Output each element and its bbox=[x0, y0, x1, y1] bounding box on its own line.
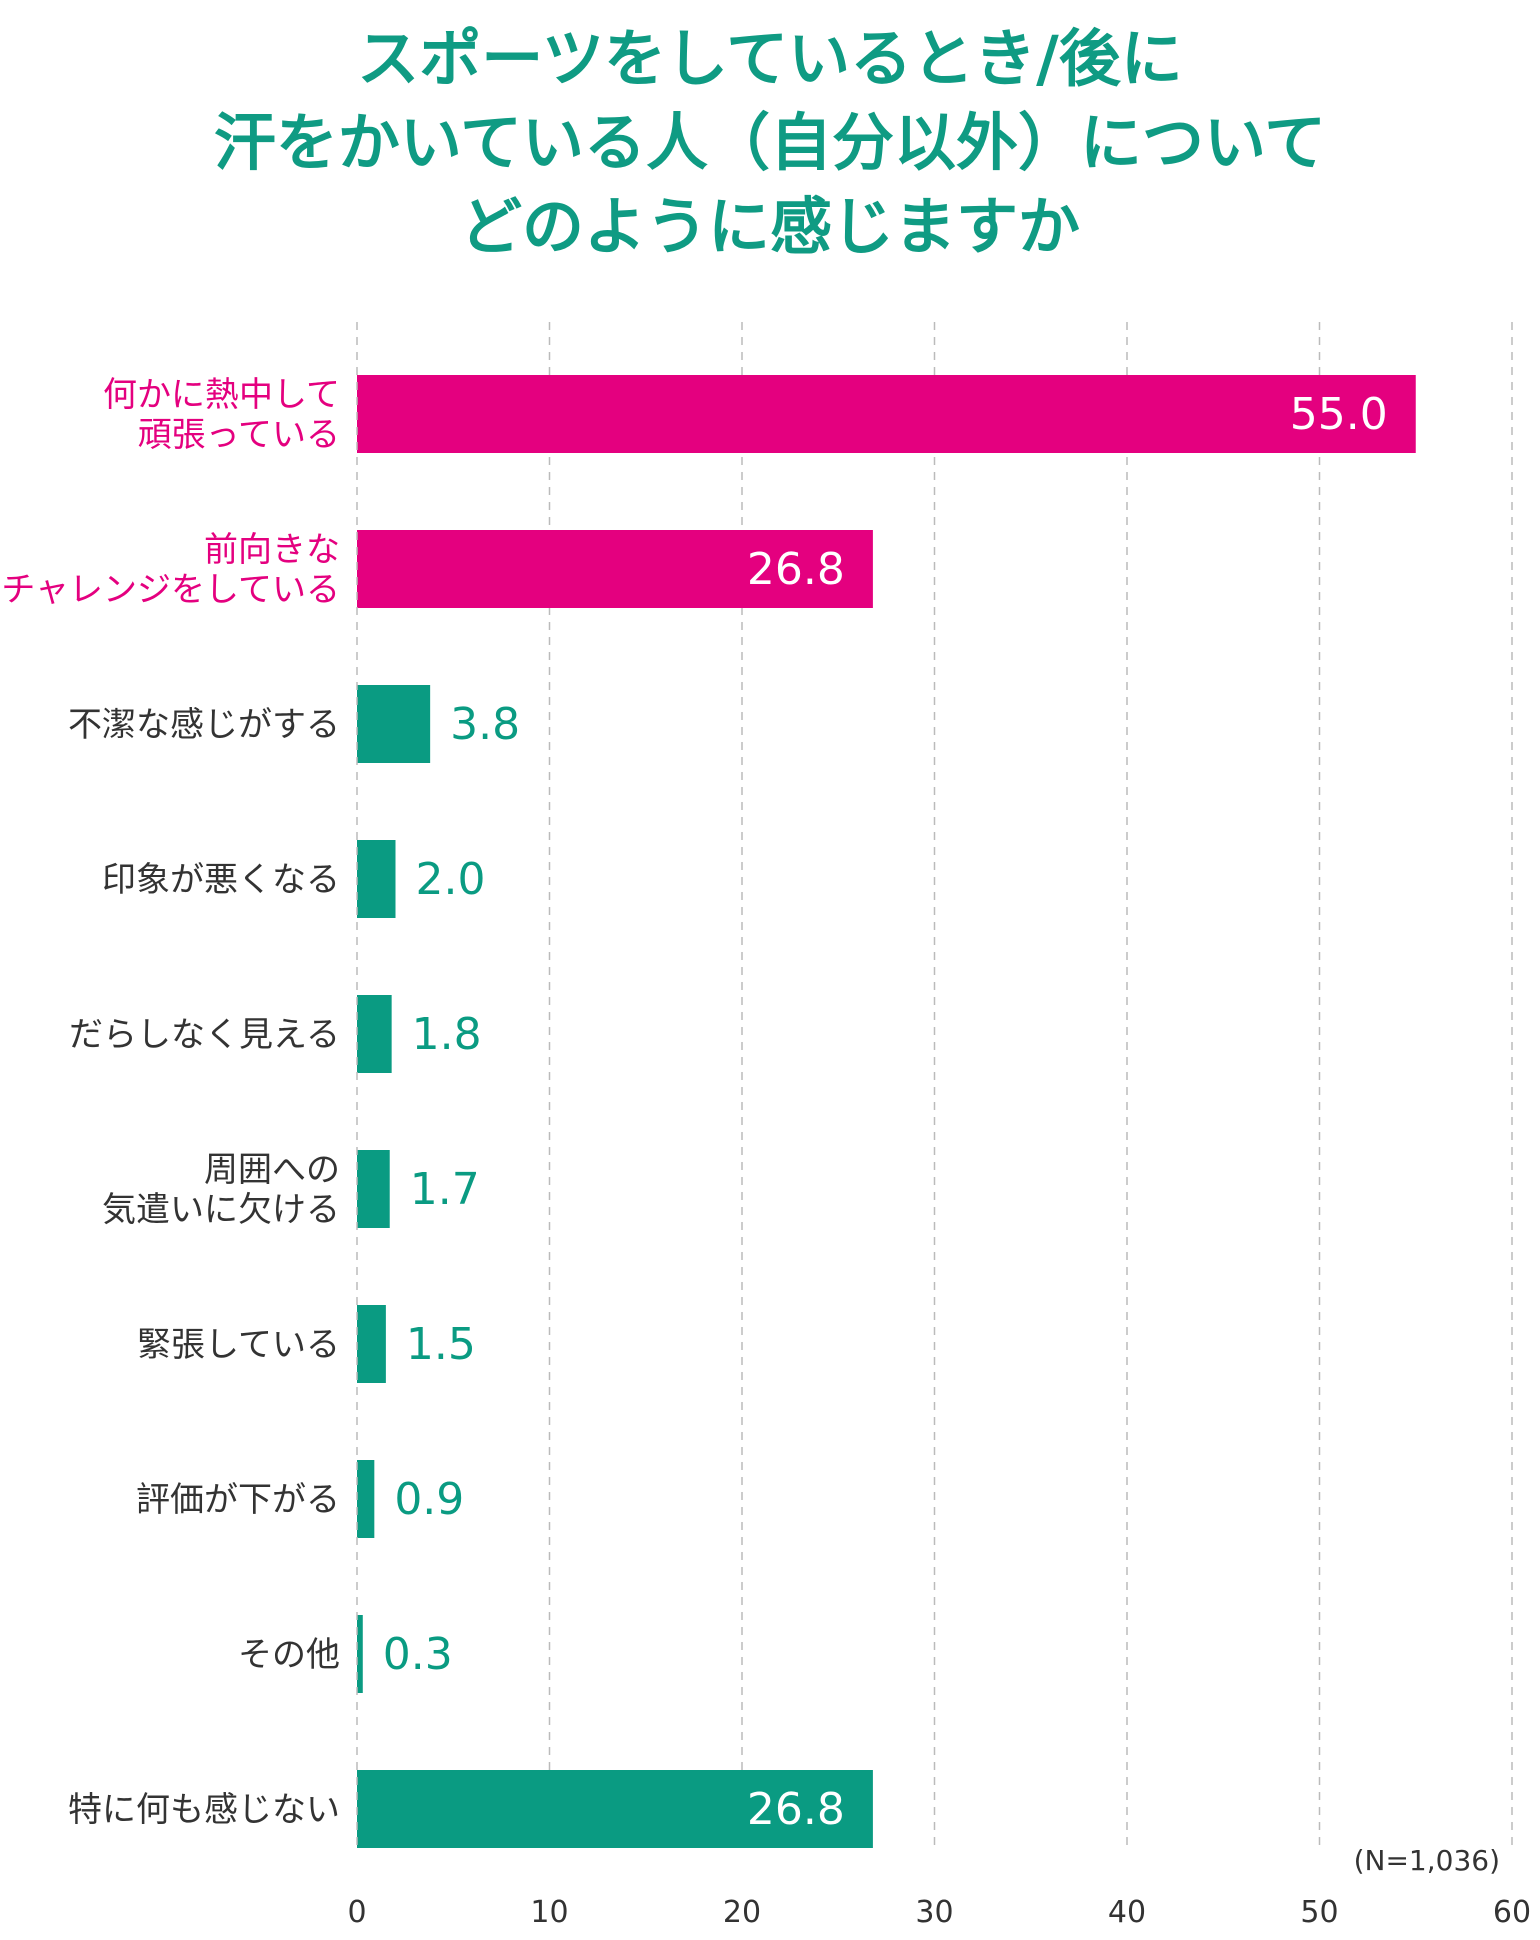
category-label-line: 頑張っている bbox=[138, 415, 340, 455]
x-tick-label: 60 bbox=[1493, 1895, 1531, 1930]
category-label: 不潔な感じがする bbox=[68, 705, 340, 745]
category-label: 印象が悪くなる bbox=[102, 860, 340, 900]
value-label: 1.5 bbox=[406, 1319, 476, 1370]
x-tick-label: 0 bbox=[347, 1895, 366, 1930]
category-label-line: 印象が悪くなる bbox=[102, 860, 340, 900]
category-label-line: 評価が下がる bbox=[136, 1480, 340, 1520]
x-unit-label: (%) bbox=[1538, 1895, 1540, 1930]
value-label: 0.9 bbox=[394, 1474, 464, 1525]
value-label: 26.8 bbox=[747, 1784, 845, 1835]
category-label: だらしなく見える bbox=[69, 1015, 340, 1055]
category-label-line: 何かに熱中して bbox=[103, 375, 340, 415]
category-label-line: 特に何も感じない bbox=[68, 1790, 340, 1830]
bar bbox=[357, 840, 396, 918]
category-label: 何かに熱中して頑張っている bbox=[103, 375, 340, 455]
category-label-line: 緊張している bbox=[137, 1325, 340, 1365]
x-tick-label: 10 bbox=[530, 1895, 568, 1930]
bar bbox=[357, 530, 873, 608]
x-tick-label: 40 bbox=[1108, 1895, 1146, 1930]
category-label: その他 bbox=[238, 1635, 340, 1675]
bar bbox=[357, 1460, 375, 1538]
category-label: 周囲への気遣いに欠ける bbox=[102, 1150, 340, 1230]
title-line-3: どのように感じますか bbox=[459, 190, 1080, 263]
category-label-line: だらしなく見える bbox=[69, 1015, 340, 1055]
bar bbox=[357, 685, 431, 763]
value-label: 3.8 bbox=[450, 699, 520, 750]
bar bbox=[357, 1770, 873, 1848]
value-label: 0.3 bbox=[383, 1629, 453, 1680]
category-label-line: チャレンジをしている bbox=[1, 570, 340, 610]
x-tick-label: 20 bbox=[723, 1895, 761, 1930]
bar bbox=[357, 1615, 363, 1693]
title-line-1: スポーツをしているとき/後に bbox=[357, 22, 1183, 95]
title-line-2: 汗をかいている人（自分以外）について bbox=[213, 106, 1327, 179]
bar bbox=[357, 1305, 386, 1383]
category-label: 前向きなチャレンジをしている bbox=[1, 530, 340, 610]
value-label: 2.0 bbox=[416, 854, 486, 905]
bar bbox=[357, 995, 392, 1073]
category-label: 特に何も感じない bbox=[68, 1790, 340, 1830]
category-label-line: その他 bbox=[238, 1635, 340, 1675]
category-label-line: 周囲への bbox=[204, 1150, 340, 1190]
value-label: 26.8 bbox=[747, 544, 845, 595]
category-label: 評価が下がる bbox=[136, 1480, 340, 1520]
category-label-line: 気遣いに欠ける bbox=[102, 1190, 340, 1230]
sample-size-note: (N=1,036) bbox=[1354, 1844, 1500, 1877]
bar bbox=[357, 375, 1416, 453]
category-label: 緊張している bbox=[137, 1325, 340, 1365]
x-tick-label: 30 bbox=[915, 1895, 953, 1930]
value-label: 1.8 bbox=[412, 1009, 482, 1060]
value-label: 55.0 bbox=[1290, 389, 1388, 440]
category-label-line: 不潔な感じがする bbox=[68, 705, 340, 745]
value-label: 1.7 bbox=[410, 1164, 480, 1215]
category-label-line: 前向きな bbox=[204, 530, 340, 570]
x-tick-label: 50 bbox=[1300, 1895, 1338, 1930]
bar bbox=[357, 1150, 390, 1228]
